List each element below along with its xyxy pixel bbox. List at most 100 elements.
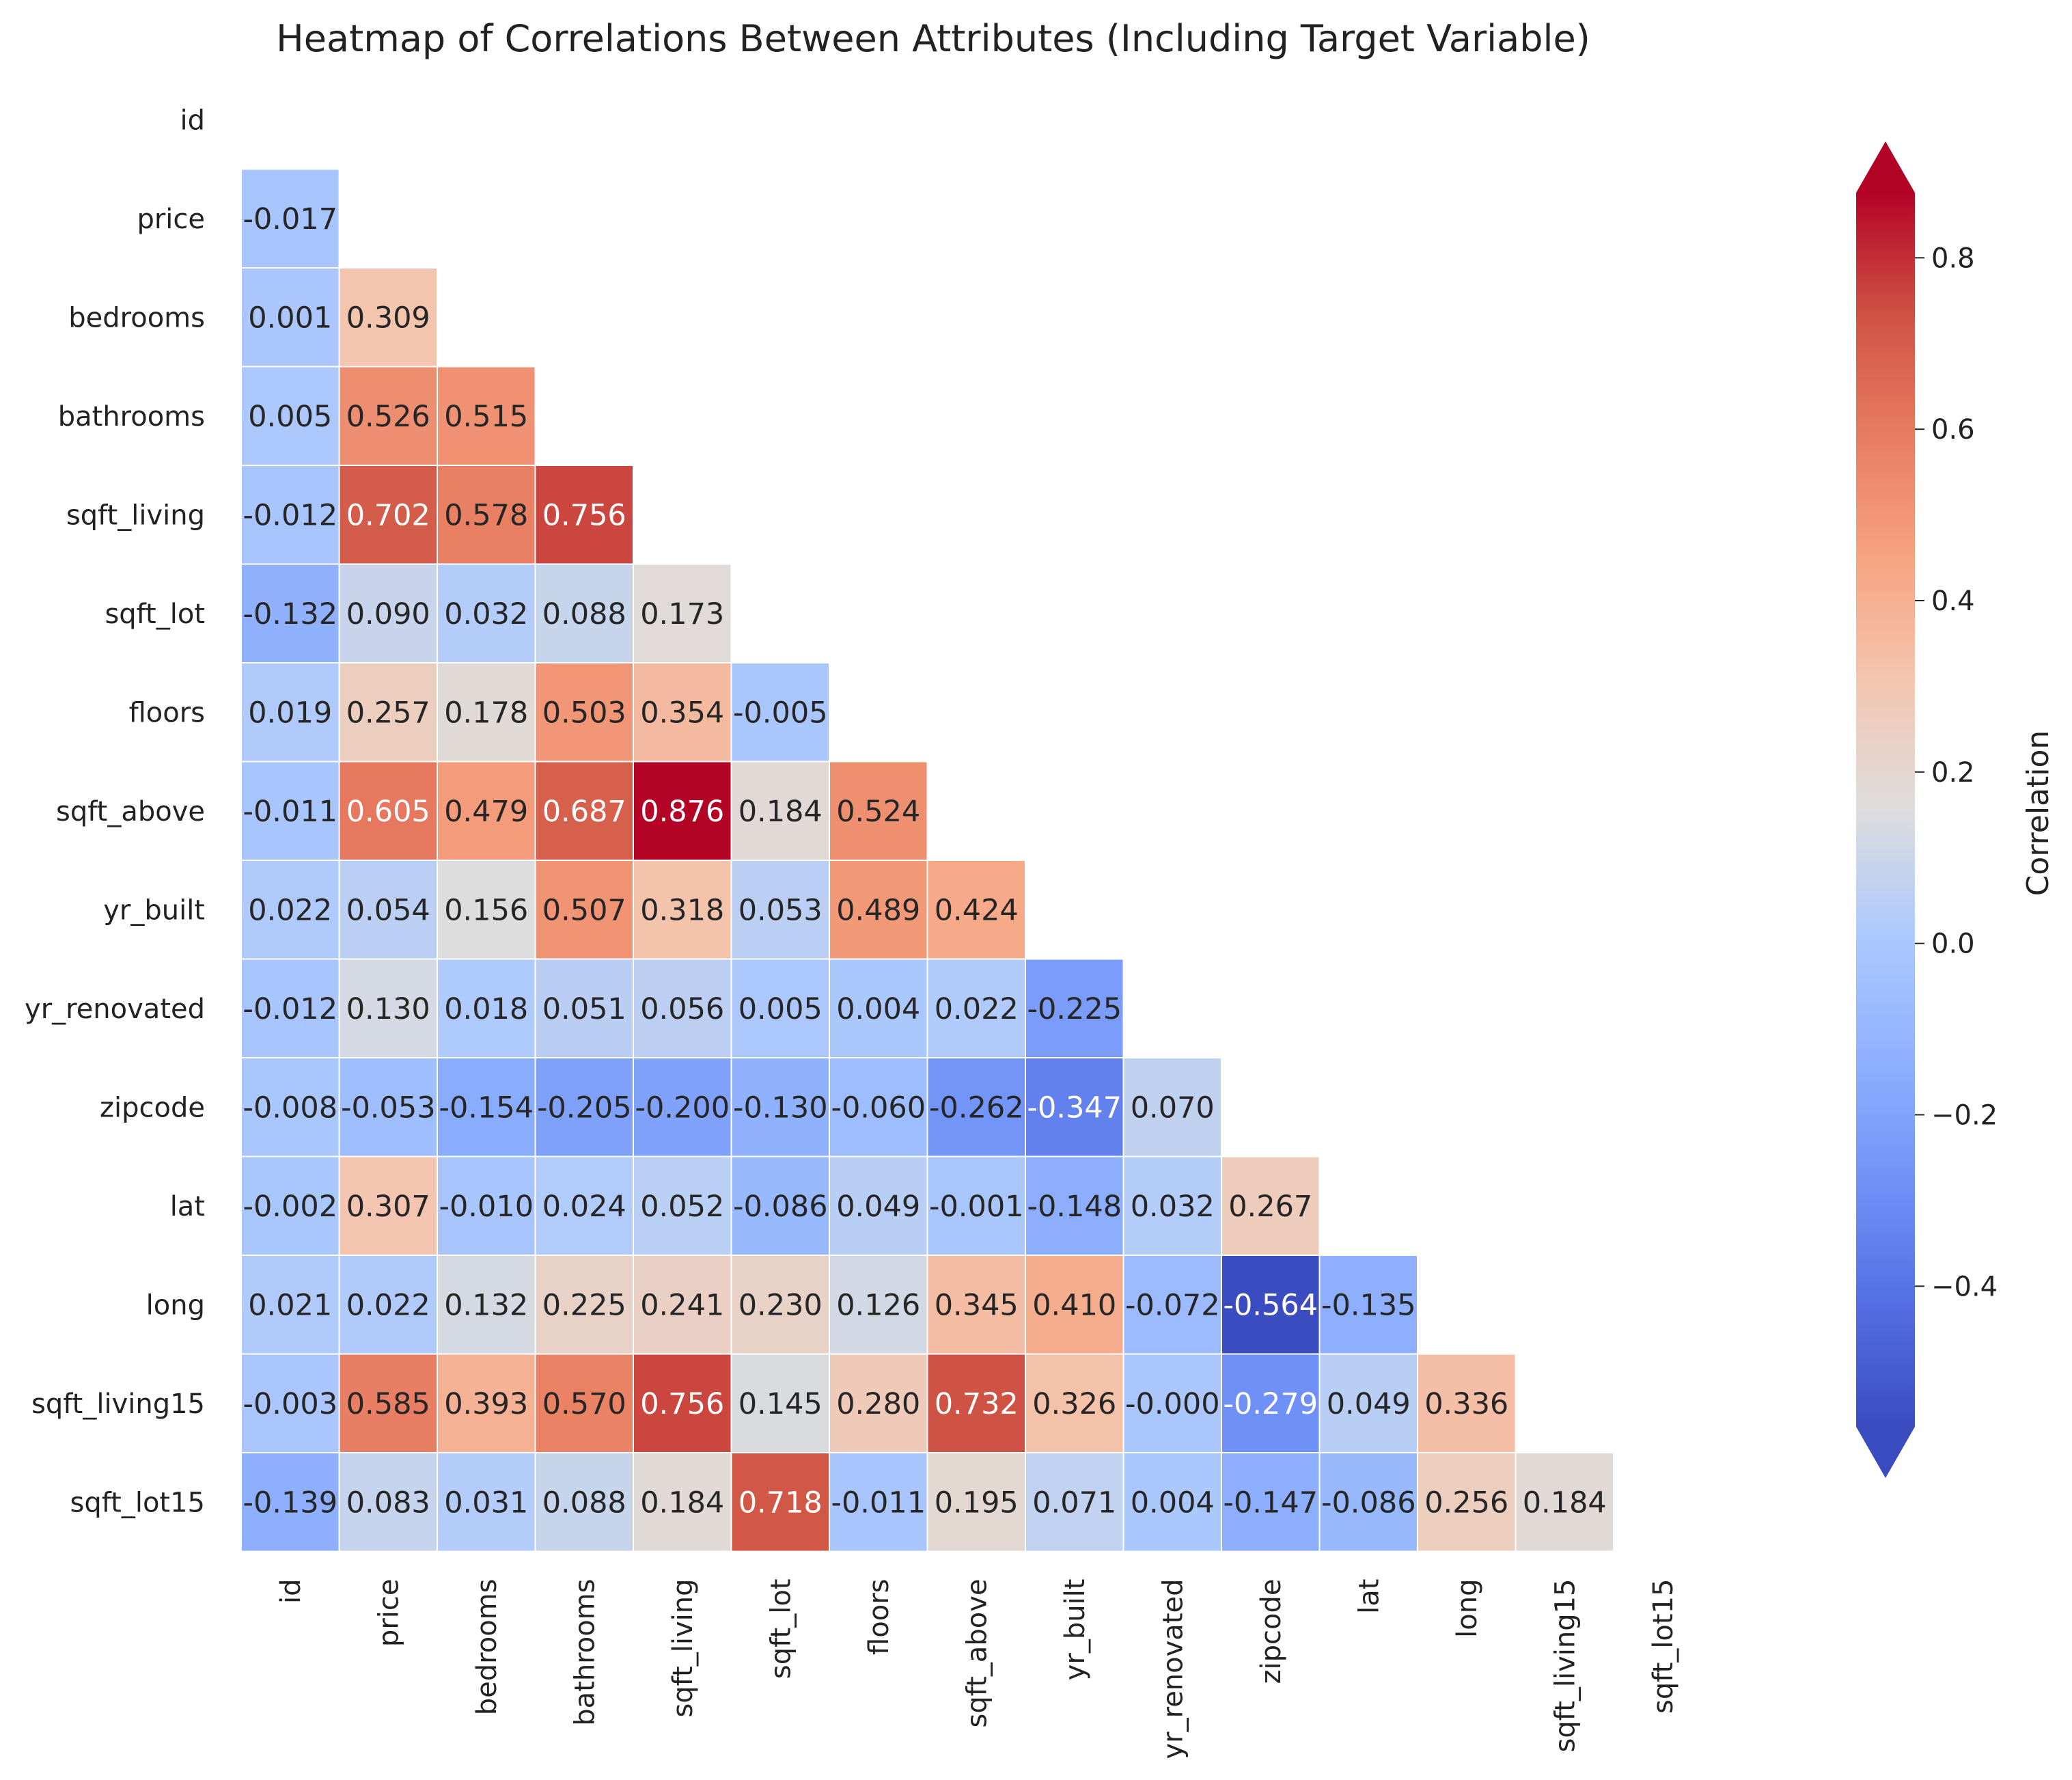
chart-title: Heatmap of Correlations Between Attribut… [276, 17, 1590, 60]
cell-value-label: 0.578 [444, 498, 528, 532]
heatmap-cell [534, 563, 634, 663]
heatmap-cell [240, 761, 340, 861]
cell-value-label: -0.132 [243, 597, 337, 631]
y-tick-label: sqft_above [56, 796, 205, 827]
heatmap-cell [633, 1353, 732, 1453]
heatmap-cell [240, 958, 340, 1058]
heatmap-cell [1417, 1353, 1517, 1453]
cell-value-label: 0.019 [248, 696, 332, 730]
cell-value-label: 0.051 [542, 992, 626, 1026]
heatmap-cell [1025, 1353, 1124, 1453]
y-tick-label: long [146, 1289, 205, 1321]
cell-value-label: -0.012 [243, 498, 337, 532]
heatmap-cell [633, 662, 732, 763]
cell-value-label: 0.256 [1424, 1485, 1508, 1520]
y-axis-tick-labels: id price bedrooms bathrooms sqft_living sqft_… [25, 105, 205, 1518]
colorbar-max-extend [1856, 141, 1915, 193]
x-tick-label: zipcode [1256, 1579, 1287, 1684]
cell-value-label: 0.184 [1523, 1485, 1607, 1520]
cell-value-label: -0.200 [635, 1091, 730, 1125]
heatmap-cell [926, 860, 1026, 960]
cell-value-label: 0.022 [248, 893, 332, 927]
heatmap-cell [240, 662, 340, 763]
heatmap-cell [437, 860, 536, 960]
heatmap-cell [829, 1353, 928, 1453]
colorbar-tick-label: −0.2 [1931, 1099, 1998, 1131]
heatmap-cell [730, 958, 830, 1058]
x-tick-label: yr_built [1060, 1579, 1091, 1681]
heatmap-cell [534, 958, 634, 1058]
cell-value-label: -0.139 [243, 1485, 337, 1520]
cell-value-label: -0.148 [1027, 1190, 1122, 1224]
heatmap-cell [1122, 1353, 1222, 1453]
colorbar-tick-label: −0.4 [1931, 1271, 1998, 1302]
cell-value-label: 0.354 [640, 696, 724, 730]
heatmap-cell [240, 267, 340, 368]
cell-value-label: -0.011 [831, 1485, 926, 1520]
heatmap-cell [1318, 1452, 1418, 1552]
heatmap-cell [1025, 1452, 1124, 1552]
cell-value-label: 0.071 [1032, 1485, 1116, 1520]
heatmap-cell [338, 1255, 438, 1355]
heatmap-cell [240, 366, 340, 466]
cell-value-label: 0.049 [1327, 1387, 1411, 1421]
y-tick-label: id [180, 105, 205, 136]
cell-value-label: -0.154 [439, 1091, 534, 1125]
heatmap-cell [730, 1353, 830, 1453]
cell-value-label: -0.002 [243, 1190, 337, 1224]
cell-value-label: -0.017 [243, 202, 337, 236]
cell-value-label: 0.257 [346, 696, 430, 730]
cell-value-label: -0.147 [1223, 1485, 1318, 1520]
heatmap-cell [1221, 1452, 1321, 1552]
heatmap-cell [437, 1057, 536, 1158]
cell-value-label: 0.032 [1131, 1190, 1215, 1224]
cell-value-label: -0.564 [1223, 1288, 1318, 1322]
cell-value-label: 0.004 [1131, 1485, 1215, 1520]
cell-value-label: -0.205 [537, 1091, 632, 1125]
heatmap-cells: -0.017 0.001 0.309 0.005 0.526 0.515 -0.012 0.7… [240, 168, 1614, 1552]
cell-value-label: 0.524 [836, 795, 920, 829]
heatmap-cell [534, 761, 634, 861]
cell-value-label: 0.018 [444, 992, 528, 1026]
x-axis-tick-labels: id price bedrooms bathrooms sqft_living sqft_… [275, 1579, 1679, 1760]
x-tick-label: sqft_lot [765, 1579, 797, 1680]
cell-value-label: 0.032 [444, 597, 528, 631]
cell-value-label: 0.056 [640, 992, 724, 1026]
cell-value-label: 0.173 [640, 597, 724, 631]
heatmap-cell [1025, 1155, 1124, 1256]
cell-value-label: 0.756 [542, 498, 626, 532]
y-tick-label: bathrooms [58, 401, 205, 433]
heatmap-cell [1318, 1255, 1418, 1355]
cell-value-label: -0.005 [733, 696, 828, 730]
y-tick-label: sqft_living15 [31, 1388, 205, 1420]
heatmap-cell [437, 1255, 536, 1355]
x-tick-label: long [1452, 1579, 1483, 1638]
heatmap-cell [534, 1155, 634, 1256]
cell-value-label: 0.241 [640, 1288, 724, 1322]
heatmap-cell [534, 1255, 634, 1355]
cell-value-label: -0.001 [929, 1190, 1024, 1224]
cell-value-label: 0.090 [346, 597, 430, 631]
x-tick-label: id [275, 1579, 307, 1604]
heatmap-cell [633, 1452, 732, 1552]
heatmap-cell [534, 1353, 634, 1453]
cell-value-label: 0.489 [836, 893, 920, 927]
heatmap-cell [338, 958, 438, 1058]
cell-value-label: 0.230 [738, 1288, 823, 1322]
cell-value-label: 0.054 [346, 893, 430, 927]
heatmap-cell [1025, 958, 1124, 1058]
cell-value-label: 0.307 [346, 1190, 430, 1224]
cell-value-label: -0.279 [1223, 1387, 1318, 1421]
colorbar-tick-label: 0.8 [1931, 243, 1975, 274]
cell-value-label: 0.004 [836, 992, 920, 1026]
heatmap-cell [534, 662, 634, 763]
heatmap-cell [534, 1452, 634, 1552]
heatmap-cell [926, 1452, 1026, 1552]
heatmap-cell [534, 1057, 634, 1158]
heatmap-cell [338, 563, 438, 663]
cell-value-label: 0.336 [1424, 1387, 1508, 1421]
cell-value-label: 0.756 [640, 1387, 724, 1421]
heatmap-cell [926, 1255, 1026, 1355]
cell-value-label: 0.145 [738, 1387, 823, 1421]
